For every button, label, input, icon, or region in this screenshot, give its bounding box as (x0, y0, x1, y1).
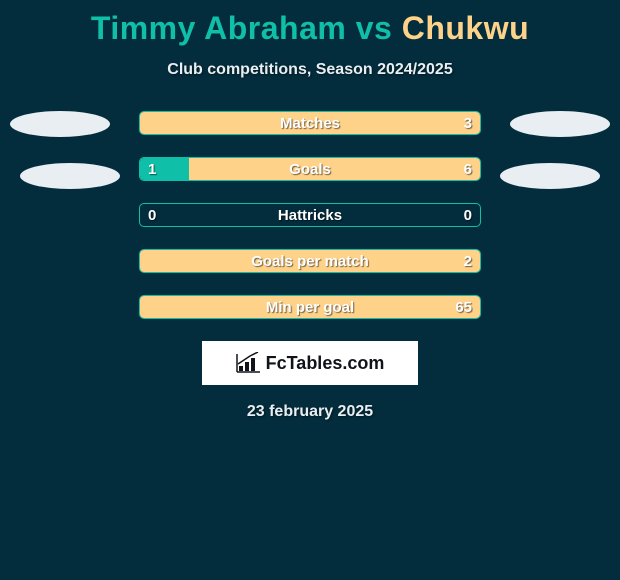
stat-value-right: 0 (464, 204, 472, 226)
stat-value-right: 6 (464, 158, 472, 180)
player1-name: Timmy Abraham (91, 10, 346, 46)
stat-fill-right (140, 296, 480, 318)
stat-value-left: 1 (148, 158, 156, 180)
stat-value-right: 3 (464, 112, 472, 134)
stat-row: 0 0Hattricks (139, 203, 481, 227)
stat-row: 2Goals per match (139, 249, 481, 273)
stat-value-right: 2 (464, 250, 472, 272)
stat-row: 3Matches (139, 111, 481, 135)
comparison-title: Timmy Abraham vs Chukwu (0, 0, 620, 47)
brand-text: FcTables.com (266, 353, 385, 374)
stat-value-right: 65 (455, 296, 472, 318)
stat-label: Hattricks (140, 204, 480, 226)
stat-fill-right (189, 158, 480, 180)
player-placeholder (10, 111, 110, 137)
player2-name: Chukwu (402, 10, 529, 46)
brand-box: FcTables.com (202, 341, 418, 385)
subtitle: Club competitions, Season 2024/2025 (0, 61, 620, 79)
stats-rows: 3Matches16Goals00Hattricks2Goals per mat… (139, 111, 481, 319)
stat-row: 16Goals (139, 157, 481, 181)
player-placeholder (500, 163, 600, 189)
vs-label: vs (356, 10, 393, 46)
brand-chart-icon (236, 352, 262, 374)
stat-fill-right (140, 250, 480, 272)
stat-value-left: 0 (148, 204, 156, 226)
player-placeholder (20, 163, 120, 189)
stat-fill-right (140, 112, 480, 134)
player-placeholder (510, 111, 610, 137)
date-label: 23 february 2025 (0, 403, 620, 421)
stat-row: 65Min per goal (139, 295, 481, 319)
stats-stage: 3Matches16Goals00Hattricks2Goals per mat… (0, 111, 620, 319)
